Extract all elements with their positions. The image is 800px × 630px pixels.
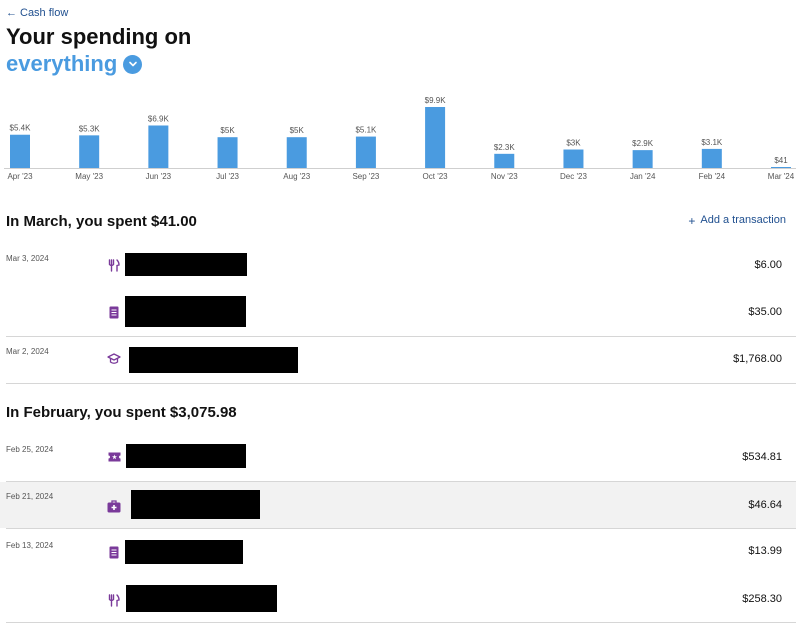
bar-2[interactable] [148,125,169,168]
x-tick-label: May '23 [75,172,103,181]
transaction-date: Feb 13, 2024 [6,541,54,550]
transaction-row[interactable]: Feb 25, 2024 $534.81 [0,436,796,481]
category-filter-dropdown[interactable]: everything [6,51,143,77]
bar-5[interactable] [355,136,376,168]
add-transaction-label: Add a transaction [700,214,786,226]
redacted-merchant-name [126,444,246,468]
bar-value-label: $2.9K [632,139,654,148]
transaction-amount: $6.00 [754,259,782,271]
category-filter-value: everything [6,51,118,76]
x-tick-label: Sep '23 [352,172,379,181]
transaction-row[interactable]: Mar 2, 2024 $1,768.00 [0,337,796,383]
row-divider [6,528,796,529]
arrow-left-icon: ← [6,7,17,19]
transaction-row[interactable]: $258.30 [0,573,796,622]
transaction-date: Feb 21, 2024 [6,492,54,501]
x-tick-label: Jan '24 [630,172,656,181]
receipt-icon [107,305,121,319]
x-tick-label: Aug '23 [283,172,310,181]
bar-10[interactable] [701,148,722,168]
bar-1[interactable] [79,135,100,168]
fork-knife-icon [107,593,121,607]
x-tick-label: Jul '23 [216,172,239,181]
bar-value-label: $6.9K [148,114,170,123]
transaction-row[interactable]: Feb 13, 2024 $13.99 [0,529,796,573]
x-tick-label: Oct '23 [423,172,449,181]
bar-0[interactable] [10,134,30,168]
redacted-merchant-name [125,253,247,276]
bar-value-label: $3K [566,139,581,148]
transaction-date: Mar 3, 2024 [6,254,49,263]
chevron-down-icon [123,54,143,74]
bar-value-label: $3.1K [701,138,723,147]
redacted-merchant-name [125,296,246,327]
back-to-cash-flow-link[interactable]: ← Cash flow [6,7,68,19]
page-title: Your spending on [6,24,192,49]
transaction-amount: $46.64 [748,499,782,511]
bar-value-label: $41 [774,156,788,165]
bar-8[interactable] [563,149,584,168]
bar-value-label: $9.9K [425,96,447,105]
bar-value-label: $2.3K [494,143,516,152]
bar-4[interactable] [286,137,307,168]
bar-6[interactable] [425,107,446,168]
bar-9[interactable] [632,150,653,168]
redacted-merchant-name [129,347,298,373]
x-tick-label: Mar '24 [768,172,795,181]
transaction-amount: $35.00 [748,306,782,318]
transaction-amount: $13.99 [748,545,782,557]
plus-icon: + [688,214,696,228]
transaction-amount: $258.30 [742,593,782,605]
transaction-row[interactable]: Feb 21, 2024 $46.64 [0,482,796,528]
x-tick-label: Feb '24 [699,172,726,181]
bar-value-label: $5.1K [355,126,377,135]
transaction-amount: $534.81 [742,451,782,463]
back-link-label: Cash flow [20,7,69,19]
march-summary-heading: In March, you spent $41.00 [6,213,197,230]
redacted-merchant-name [125,540,243,564]
transaction-date: Mar 2, 2024 [6,347,49,356]
x-tick-label: Nov '23 [491,172,518,181]
bar-3[interactable] [217,137,238,168]
fork-knife-icon [107,258,121,272]
transaction-date: Feb 25, 2024 [6,445,54,454]
row-divider [6,383,796,384]
medical-bag-icon [107,499,121,513]
ticket-icon [107,450,121,464]
bar-value-label: $5K [290,126,305,135]
x-tick-label: Jun '23 [146,172,172,181]
transaction-row[interactable]: $35.00 [0,292,796,336]
row-divider [6,622,796,623]
bar-value-label: $5.4K [10,124,32,133]
monthly-spending-chart: $5.4K Apr '23 $5.3K May '23 $6.9K Jun '23 $5K J… [4,96,796,181]
row-divider [6,336,796,337]
transaction-amount: $1,768.00 [733,353,782,365]
receipt-icon [107,545,121,559]
bar-7[interactable] [494,153,515,168]
x-tick-label: Apr '23 [7,172,33,181]
graduation-cap-icon [107,352,121,366]
row-divider [6,481,796,482]
redacted-merchant-name [131,490,260,519]
bar-value-label: $5K [220,126,235,135]
add-transaction-button[interactable]: + Add a transaction [688,214,786,228]
redacted-merchant-name [126,585,277,612]
february-summary-heading: In February, you spent $3,075.98 [6,404,237,421]
transaction-row[interactable]: Mar 3, 2024 $6.00 [0,248,796,292]
bar-11[interactable] [771,167,791,168]
bar-value-label: $5.3K [79,124,101,133]
x-tick-label: Dec '23 [560,172,587,181]
